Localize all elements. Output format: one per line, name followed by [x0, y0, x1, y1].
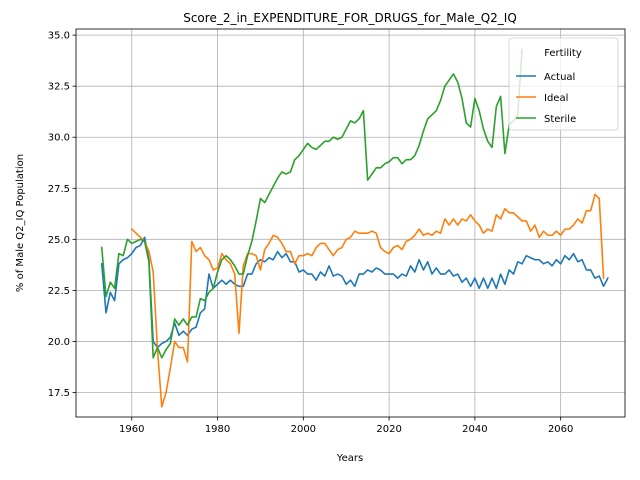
legend-label-sterile: Sterile	[544, 114, 576, 125]
chart-title: Score_2_in_EXPENDITURE_FOR_DRUGS_for_Mal…	[183, 11, 517, 25]
series-lines	[100, 48, 609, 408]
x-tick-label: 2040	[462, 424, 487, 435]
y-tick-label: 30.0	[48, 133, 70, 144]
plot-frame	[75, 28, 626, 418]
legend-title: Fertility	[544, 48, 582, 59]
legend: Fertility Actual Ideal Sterile	[508, 37, 619, 131]
grid-lines	[76, 29, 625, 417]
x-tick-label: 1980	[205, 424, 230, 435]
series-line-actual	[100, 236, 609, 349]
x-tick-label: 2000	[291, 424, 316, 435]
x-tick-label: 2060	[548, 424, 573, 435]
x-axis-label: Years	[336, 453, 363, 464]
x-tick-label: 1960	[119, 424, 144, 435]
y-tick-label: 22.5	[48, 286, 70, 297]
legend-box	[508, 37, 619, 131]
series-line-ideal	[130, 193, 605, 408]
y-tick-label: 32.5	[48, 82, 70, 93]
axis-ticks: 1960 1980 2000 2020 2040 2060 17.5 20.0 22.5 25.0…	[48, 31, 574, 435]
y-tick-label: 27.5	[48, 184, 70, 195]
series-line-sterile	[100, 48, 523, 359]
y-tick-label: 17.5	[48, 388, 70, 399]
x-tick-label: 2020	[376, 424, 401, 435]
y-tick-label: 35.0	[48, 31, 70, 42]
y-tick-label: 20.0	[48, 337, 70, 348]
y-tick-label: 25.0	[48, 235, 70, 246]
y-axis-label: % of Male Q2_IQ Population	[15, 154, 26, 292]
legend-label-ideal: Ideal	[544, 93, 568, 104]
legend-label-actual: Actual	[544, 72, 575, 83]
